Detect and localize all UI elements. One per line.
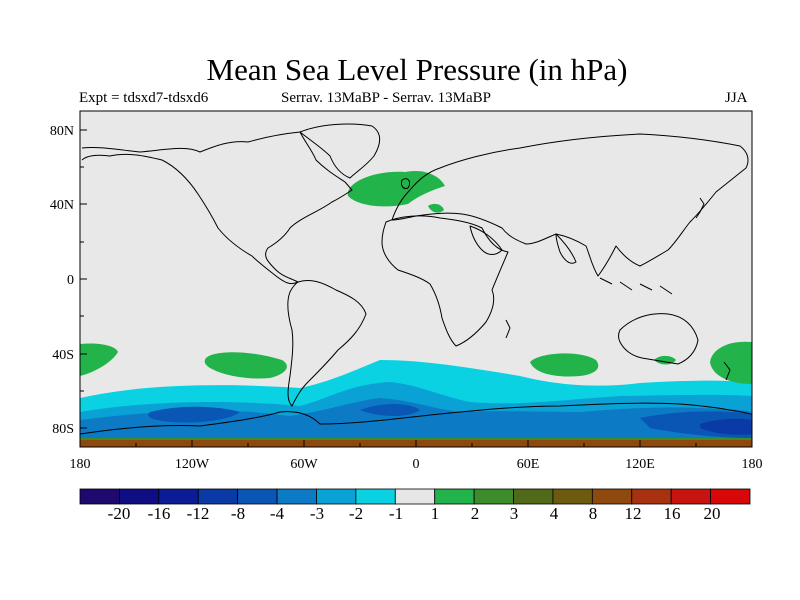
colorbar-swatch [237,488,278,505]
colorbar-label: -4 [269,504,285,523]
colorbar-label: -8 [230,504,246,523]
anomaly-patch-minus8 [700,418,752,435]
anomaly-patch-minus4a [148,406,240,423]
lat-tick-label-40n: 40N [50,198,74,213]
colorbar-swatch [434,488,475,505]
colorbar-swatch [631,488,672,505]
colorbar-label: -2 [348,504,364,523]
lon-ticks [135,440,697,447]
anomaly-patch-indian-ocean [530,353,599,377]
lon-tick-label-120e: 120E [625,457,655,472]
map-title: Mean Sea Level Pressure (in hPa) [206,52,628,87]
colorbar-swatch [158,488,199,505]
colorbar-swatch [197,488,239,505]
anomaly-patch-east-pacific [80,343,118,376]
coast-antarctica [80,402,752,435]
season-label: JJA [725,90,748,106]
anomaly-patch-minus4b [360,404,420,416]
colorbar-label: -12 [186,504,210,523]
colorbar-label: -20 [107,504,131,523]
anomaly-strip-positive-edge [80,438,752,440]
colorbar-swatch [591,488,633,505]
coast-japan [695,197,705,219]
coast-greenland [299,123,381,179]
coast-eurasia [391,133,749,277]
colorbar-swatch [119,488,160,505]
colorbar-label: -16 [147,504,171,523]
coast-indonesia [599,277,673,295]
colorbar-swatch [513,488,554,505]
coast-new-zealand [723,361,731,381]
lon-tick-label-0: 0 [413,457,420,472]
anomaly-patch-west-pacific [710,341,752,384]
coastlines [80,123,752,435]
coast-south-america [287,279,367,407]
colorbar-label: 8 [588,504,598,523]
colorbar [79,488,751,505]
lon-tick-label-60e: 60E [517,457,540,472]
period-label: Serrav. 13MaBP - Serrav. 13MaBP [281,90,491,106]
lat-tick-label-40s: 40S [52,348,74,363]
anomaly-patch-north-atlantic [347,170,445,207]
coast-australia [618,313,699,365]
colorbar-swatch [473,488,514,505]
colorbar-label: 16 [663,504,681,523]
experiment-label: Expt = tdsxd7-tdsxd6 [79,90,209,106]
colorbar-label: 2 [470,504,480,523]
colorbar-swatch [670,488,711,505]
colorbar-label: 1 [430,504,440,523]
colorbar-label: -1 [388,504,404,523]
colorbar-swatch [316,488,357,505]
coast-british-isles [401,178,411,189]
colorbar-swatch [79,488,120,505]
colorbar-label: -3 [309,504,325,523]
lat-tick-label-0: 0 [67,273,74,288]
coast-africa [381,215,509,347]
colorbar-label: 20 [703,504,721,523]
colorbar-label: 3 [509,504,519,523]
coast-north-america [81,131,353,285]
colorbar-label: 12 [624,504,642,523]
anomaly-contours [80,170,752,447]
lat-ticks [80,129,87,429]
anomaly-band-minus3 [80,398,752,442]
coast-india [555,233,577,264]
lon-tick-label-120w: 120W [175,457,210,472]
anomaly-patch-mediterranean [428,203,444,213]
colorbar-swatch [394,488,436,505]
anomaly-patch-south-pacific [204,352,287,379]
lon-tick-label-180e: 180 [742,457,763,472]
colorbar-swatch [710,488,751,505]
lon-tick-label-60w: 60W [290,457,318,472]
colorbar-label: 4 [549,504,559,523]
lon-tick-label-180w: 180 [70,457,91,472]
lat-tick-label-80s: 80S [52,422,74,437]
colorbar-swatch [552,488,593,505]
colorbar-swatch [355,488,396,505]
coast-arabia [469,225,503,255]
coast-madagascar [505,319,511,339]
colorbar-swatch [276,488,317,505]
lat-tick-label-80n: 80N [50,124,74,139]
